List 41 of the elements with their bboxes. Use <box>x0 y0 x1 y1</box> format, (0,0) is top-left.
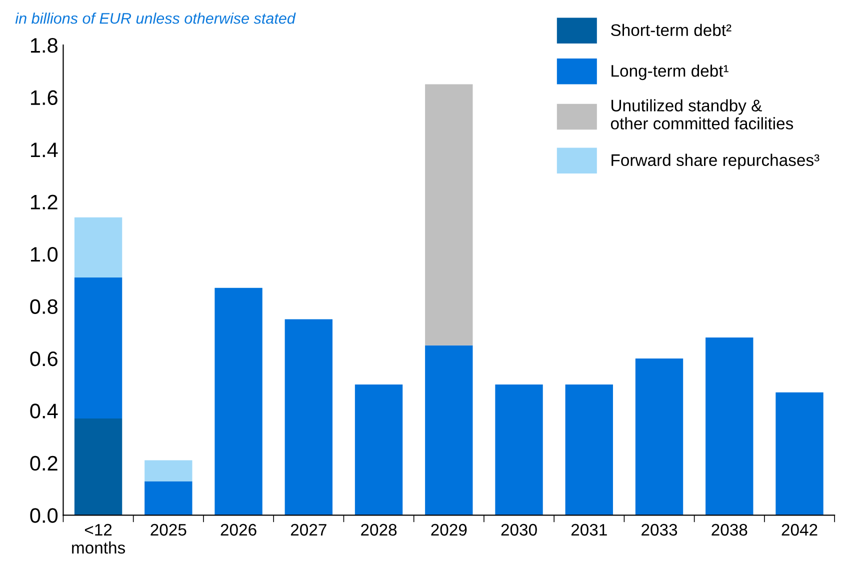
y-tick-label: 0.2 <box>30 456 58 471</box>
y-tick-label: 1.4 <box>30 142 58 158</box>
y-tick-label: 1.0 <box>30 246 58 262</box>
bar <box>74 418 122 516</box>
x-tick-label: 2042 <box>782 524 818 536</box>
y-tick-label: 0.4 <box>30 404 58 418</box>
bar <box>74 217 122 278</box>
bar <box>354 384 403 516</box>
bar <box>635 358 684 516</box>
y-tick-label: 0.8 <box>30 299 58 314</box>
bar <box>144 481 192 516</box>
bar <box>74 277 122 419</box>
legend-label: Short-term debt² <box>611 24 732 36</box>
x-tick-label: 2025 <box>150 524 186 536</box>
bar <box>284 319 332 516</box>
bar <box>706 338 754 516</box>
x-tick-label: 2026 <box>220 524 256 536</box>
bar <box>425 345 473 516</box>
bar <box>565 384 613 516</box>
y-tick-label: 1.6 <box>30 90 58 106</box>
bar <box>144 460 192 482</box>
bar <box>214 288 262 516</box>
legend-label: Long-term debt¹ <box>612 64 728 80</box>
x-tick-label: 2028 <box>361 524 397 536</box>
x-tick-label: 2029 <box>431 524 467 536</box>
bar <box>495 384 543 516</box>
bar <box>776 392 824 516</box>
x-tick-label: 2030 <box>501 524 537 536</box>
y-tick-label: 1.8 <box>30 38 58 53</box>
bar <box>425 84 473 346</box>
x-tick-label: 2033 <box>642 524 678 536</box>
legend-label: Forward share repurchases³ <box>612 154 820 170</box>
chart-subtitle: in billions of EUR unless otherwise stated <box>15 12 296 24</box>
x-tick-label: 2031 <box>571 524 607 536</box>
x-tick-label: <12 months <box>72 524 126 554</box>
x-tick-label: 2038 <box>712 524 748 536</box>
y-tick-label: 0.0 <box>30 508 58 523</box>
x-tick-label: 2027 <box>290 524 326 536</box>
y-tick-label: 0.6 <box>30 351 58 366</box>
y-tick-label: 1.2 <box>30 194 58 210</box>
legend-label: Unutilized standby & other committed facilities <box>610 99 794 130</box>
